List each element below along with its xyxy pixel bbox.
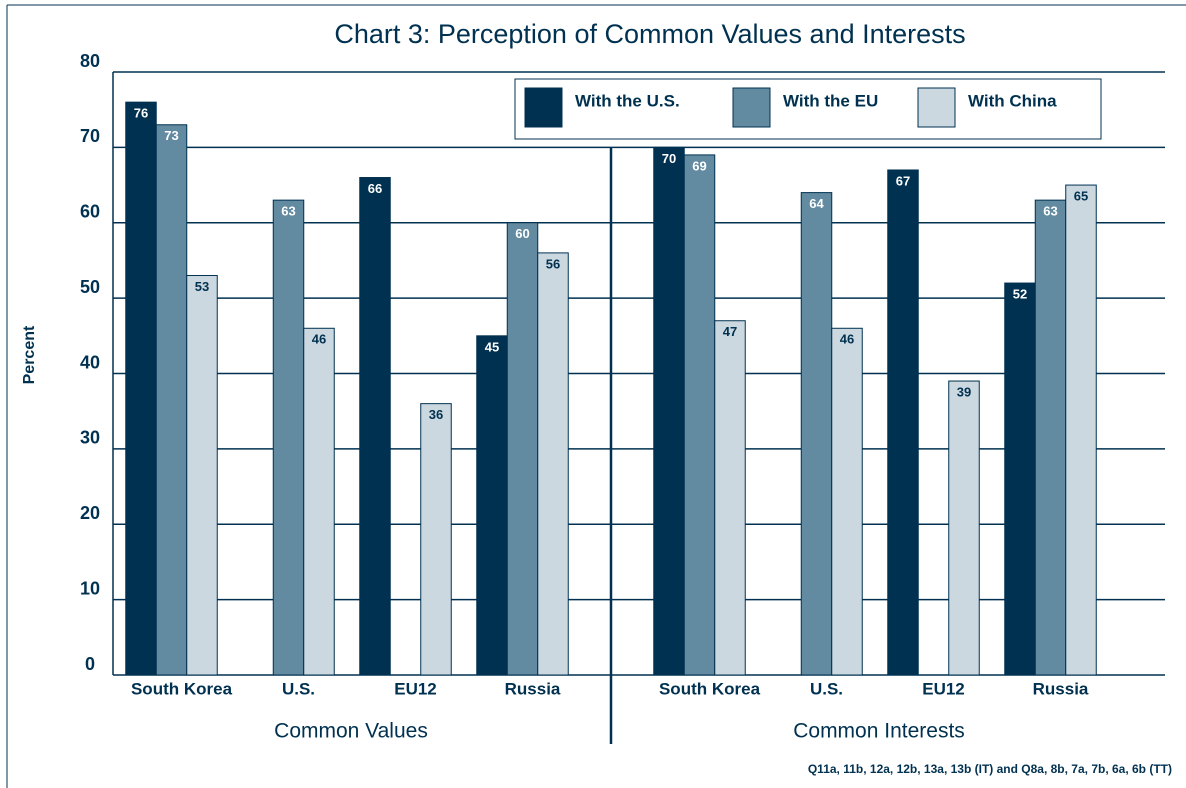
y-tick-label: 50 [80,277,100,297]
bar [683,154,716,676]
bar [359,177,391,676]
value-label: 70 [662,151,676,166]
bar [653,146,685,676]
bar [1065,184,1097,676]
value-label: 67 [896,173,910,188]
value-label: 64 [809,196,824,211]
value-label: 39 [957,384,971,399]
y-tick-label: 10 [80,578,100,598]
y-tick-label: 80 [80,51,100,71]
value-label: 63 [281,204,295,219]
legend-label: With the U.S. [575,91,680,110]
value-label: 63 [1043,204,1057,219]
value-label: 56 [546,256,560,271]
legend-label: With China [968,91,1057,110]
legend-box [514,78,1102,140]
x-tick-label: South Korea [131,679,233,698]
value-label: 76 [134,106,148,121]
legend-swatch [917,87,956,128]
x-tick-label: Russia [505,679,561,698]
bar [506,222,539,676]
value-label: 53 [195,279,209,294]
value-label: 36 [429,407,443,422]
x-tick-label: U.S. [282,679,315,698]
bar [1034,199,1067,676]
y-tick-label: 70 [80,126,100,146]
x-tick-label: EU12 [394,679,437,698]
bar [800,192,833,676]
value-label: 66 [368,181,382,196]
bar [887,169,919,676]
value-label: 46 [312,332,326,347]
value-label: 46 [840,332,854,347]
x-tick-label: EU12 [922,679,965,698]
y-tick-label: 30 [80,428,100,448]
y-axis-label: Percent [21,325,38,384]
value-label: 52 [1013,286,1027,301]
y-tick-label: 60 [80,202,100,222]
bar [1004,282,1036,676]
value-label: 47 [723,324,737,339]
value-label: 65 [1074,189,1088,204]
x-tick-label: Russia [1033,679,1089,698]
value-label: 45 [485,339,499,354]
legend-swatch [524,87,563,128]
bar [303,327,335,676]
x-tick-label: South Korea [659,679,761,698]
legend-label: With the EU [783,91,878,110]
x-tick-label: U.S. [810,679,843,698]
group-label: Common Values [274,720,428,743]
bar [420,403,452,676]
footnote: Q11a, 11b, 12a, 12b, 13a, 13b (IT) and Q… [808,762,1172,776]
bar [272,199,305,676]
bar [948,380,980,676]
bar [714,320,746,676]
bar [537,252,569,676]
value-label: 73 [164,128,178,143]
value-label: 60 [515,226,529,241]
bar [186,275,218,676]
y-tick-label: 40 [80,352,100,372]
bar [125,101,157,676]
bar [476,335,508,676]
legend-swatch [732,87,771,128]
bar [155,124,188,676]
value-label: 69 [692,158,706,173]
bar [831,327,863,676]
y-tick-label: 20 [80,503,100,523]
y-tick-label: 0 [85,654,95,674]
chart-title: Chart 3: Perception of Common Values and… [334,19,965,49]
group-label: Common Interests [793,720,965,743]
